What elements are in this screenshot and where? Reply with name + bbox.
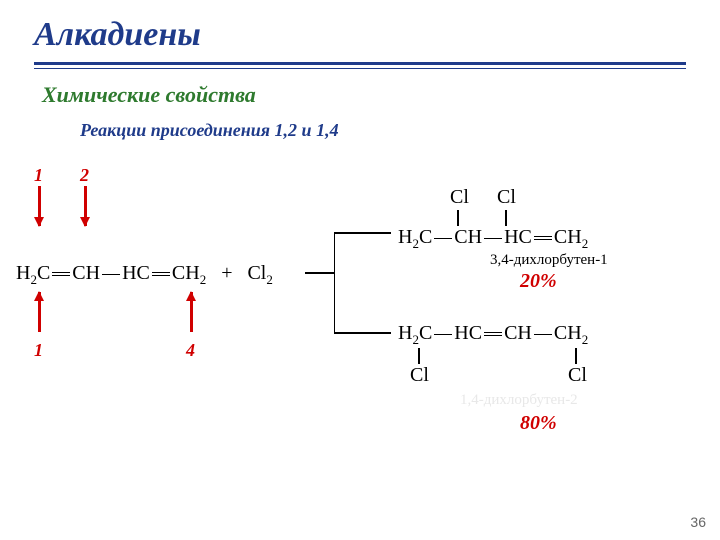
product2-percent: 80% (520, 412, 557, 435)
product1-formula: H2CCHHCCH2 (398, 226, 588, 252)
pos-label-4-bot: 4 (186, 340, 195, 361)
product1-vbond-b (505, 210, 507, 226)
branch-top (335, 232, 391, 234)
title-rule-thick (34, 62, 686, 65)
product1-cl-b: Cl (497, 186, 516, 209)
product1-vbond-a (457, 210, 459, 226)
reactant-formula: H2CCHHCCH2 + Cl2 (16, 262, 273, 288)
product2-cl-b: Cl (568, 364, 587, 387)
reactions-label: Реакции присоединения 1,2 и 1,4 (80, 120, 339, 141)
product2-formula: H2CHCCHCH2 (398, 322, 588, 348)
cl2: Cl (247, 262, 266, 284)
page-title: Алкадиены (34, 16, 201, 54)
plus-sign: + (221, 262, 232, 284)
product2-cl-a: Cl (410, 364, 429, 387)
reaction-branch (334, 232, 335, 334)
product1-cl-a: Cl (450, 186, 469, 209)
arrow-down-2 (84, 186, 87, 226)
product2-name-ghost: 1,4-дихлорбутен-2 (460, 392, 578, 409)
arrow-down-1 (38, 186, 41, 226)
title-rule-thin (34, 68, 686, 69)
pos-label-1-top: 1 (34, 165, 43, 186)
product1-name: 3,4-дихлорбутен-1 (490, 252, 608, 269)
branch-in (305, 272, 335, 274)
product2-vbond-a (418, 348, 420, 364)
product2-vbond-b (575, 348, 577, 364)
arrow-up-4 (190, 292, 193, 332)
page-number: 36 (690, 514, 706, 530)
branch-bottom (335, 332, 391, 334)
arrow-up-1 (38, 292, 41, 332)
product1-percent: 20% (520, 270, 557, 293)
pos-label-1-bot: 1 (34, 340, 43, 361)
subtitle: Химические свойства (42, 82, 256, 108)
pos-label-2-top: 2 (80, 165, 89, 186)
